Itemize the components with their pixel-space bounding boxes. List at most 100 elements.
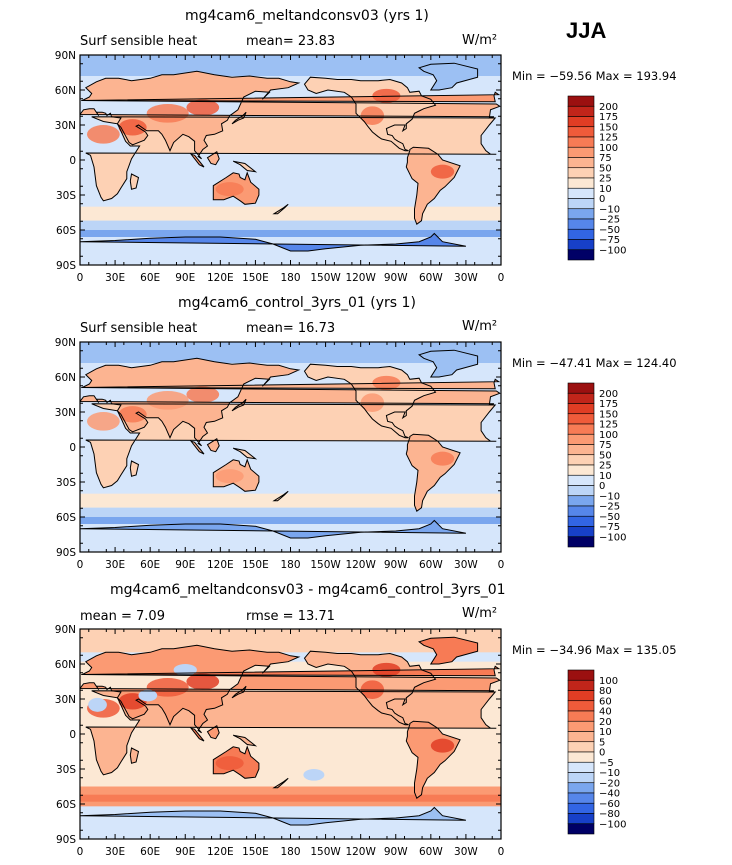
colorbar-label: 100 xyxy=(599,430,618,441)
colorbar-label: −75 xyxy=(599,235,620,246)
lon-tick-label: 90W xyxy=(384,272,408,284)
colorbar-label: 75 xyxy=(599,440,612,451)
colorbar-label: −60 xyxy=(599,799,620,810)
heatmap-field xyxy=(80,342,501,552)
heatmap-field xyxy=(80,55,501,265)
panel-units: W/m² xyxy=(462,33,498,48)
coastline xyxy=(272,490,289,502)
land-antarctica xyxy=(80,520,466,552)
lon-tick-label: 60E xyxy=(140,272,160,284)
coastline xyxy=(80,357,501,447)
lat-tick-label: 90S xyxy=(56,260,76,272)
land-borneo xyxy=(207,725,220,739)
colorbar-label: 40 xyxy=(599,707,612,718)
colorbar-label: 125 xyxy=(599,420,618,431)
colorbar-label: −10 xyxy=(599,768,620,779)
coastline xyxy=(418,349,479,378)
colorbar-box xyxy=(567,761,595,773)
colorbar-box xyxy=(567,95,595,107)
colorbar-label: −75 xyxy=(599,522,620,533)
hot-spot xyxy=(118,119,147,136)
lon-tick-label: 150E xyxy=(242,846,269,858)
coastline xyxy=(81,665,501,677)
hot-spot xyxy=(87,124,120,144)
hot-spot xyxy=(215,469,244,484)
coastline xyxy=(85,690,497,776)
lon-tick-label: 60E xyxy=(140,846,160,858)
lat-tick-label: 30N xyxy=(55,694,76,706)
colorbar-box xyxy=(567,474,595,486)
lon-tick-label: 120W xyxy=(345,559,376,571)
lon-tick-label: 0 xyxy=(498,272,505,284)
land-eurasia xyxy=(80,358,500,446)
colorbar-box xyxy=(567,772,595,784)
colorbar-box xyxy=(567,392,595,404)
lon-tick-label: 30W xyxy=(454,272,478,284)
colorbar-label: −100 xyxy=(599,245,626,256)
colorbar-box xyxy=(567,218,595,230)
coastline xyxy=(212,171,260,205)
land-eurasia xyxy=(80,71,500,159)
hot-spot xyxy=(146,391,189,410)
colorbar-label: 100 xyxy=(599,143,618,154)
ocean-band xyxy=(80,342,501,363)
colorbar-box xyxy=(567,515,595,527)
lat-tick-label: 30S xyxy=(56,764,76,776)
colorbar-box xyxy=(567,423,595,435)
panel-variable-label: Surf sensible heat xyxy=(80,321,198,336)
coastline xyxy=(189,727,205,742)
lon-tick-label: 0 xyxy=(77,272,84,284)
coastline xyxy=(206,438,220,453)
panel-mean-label: mean= 16.73 xyxy=(246,321,336,336)
coastline xyxy=(129,173,140,190)
hot-spot xyxy=(430,451,455,466)
lon-tick-label: 0 xyxy=(77,559,84,571)
colorbar-box xyxy=(567,228,595,240)
coastline xyxy=(303,363,437,439)
colorbar-label: 0 xyxy=(599,481,605,492)
panel-variable-label: Surf sensible heat xyxy=(80,34,198,49)
coastline xyxy=(418,636,479,665)
colorbar-label: −10 xyxy=(599,491,620,502)
colorbar-box xyxy=(567,751,595,763)
lon-tick-label: 180 xyxy=(280,272,300,284)
lon-tick-label: 0 xyxy=(498,559,505,571)
coastline xyxy=(232,160,258,173)
colorbar-label: 5 xyxy=(599,737,605,748)
coastline xyxy=(189,440,205,455)
lon-tick-label: 0 xyxy=(498,846,505,858)
coastline xyxy=(232,447,258,460)
panel-mean-label: mean= 23.83 xyxy=(246,34,336,49)
lon-tick-label: 120E xyxy=(207,846,234,858)
coastline xyxy=(189,153,205,168)
coastline xyxy=(81,378,501,390)
colorbar-box xyxy=(567,526,595,538)
lat-tick-label: 60S xyxy=(56,512,76,524)
lon-tick-label: 150W xyxy=(310,559,341,571)
colorbar-box xyxy=(567,239,595,251)
lon-tick-label: 30E xyxy=(105,559,125,571)
lat-tick-label: 0 xyxy=(69,729,76,741)
panel-title: mg4cam6_control_3yrs_01 (yrs 1) xyxy=(178,295,416,311)
colorbar-label: 175 xyxy=(599,112,618,123)
colorbar-box xyxy=(567,167,595,179)
lon-tick-label: 150E xyxy=(242,559,269,571)
coastline xyxy=(80,70,501,160)
colorbar-box xyxy=(567,105,595,117)
hot-spot xyxy=(146,678,189,697)
colorbar-label: 150 xyxy=(599,409,618,420)
lon-tick-label: 30W xyxy=(454,846,478,858)
coastline xyxy=(206,725,220,740)
lat-tick-label: 90N xyxy=(55,50,76,62)
lon-tick-label: 180 xyxy=(280,846,300,858)
colorbar-label: 25 xyxy=(599,174,612,185)
coastline xyxy=(405,720,461,799)
coastline xyxy=(232,734,258,747)
lon-tick-label: 120E xyxy=(207,272,234,284)
coastline xyxy=(80,806,466,826)
coastline xyxy=(272,203,289,215)
colorbar-label: −10 xyxy=(599,204,620,215)
hot-spot xyxy=(215,756,244,771)
